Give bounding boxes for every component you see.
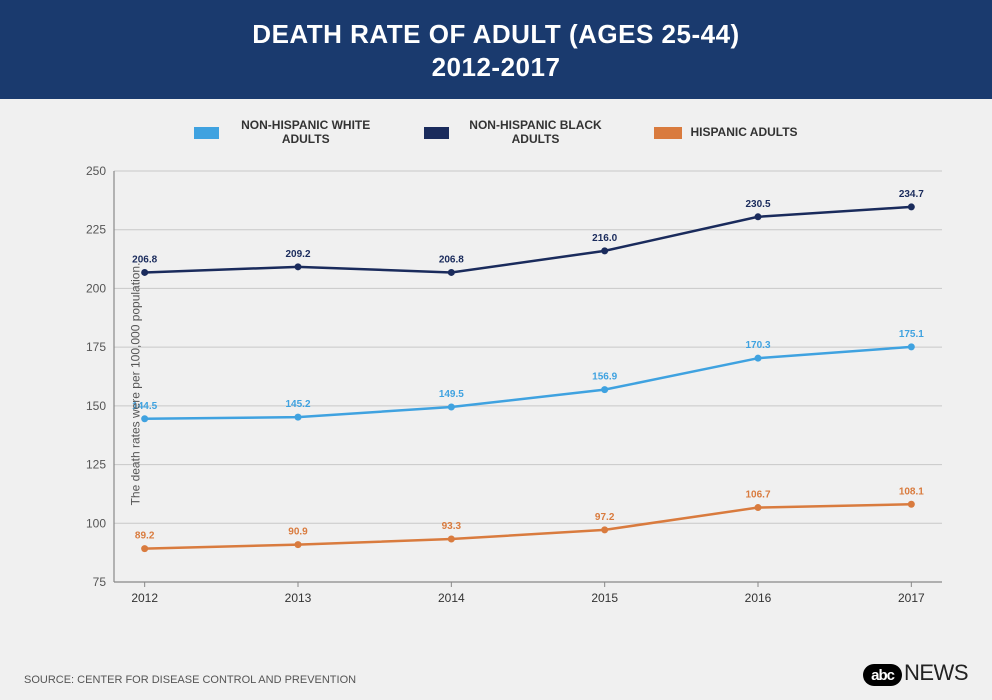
- svg-text:145.2: 145.2: [285, 399, 310, 410]
- svg-text:2012: 2012: [131, 591, 158, 605]
- svg-text:93.3: 93.3: [442, 521, 462, 532]
- logo-news: NEWS: [904, 660, 968, 686]
- svg-text:150: 150: [86, 398, 106, 412]
- svg-text:125: 125: [86, 457, 106, 471]
- legend-label: HISPANIC ADULTS: [690, 126, 797, 140]
- svg-text:156.9: 156.9: [592, 371, 617, 382]
- svg-text:175.1: 175.1: [899, 329, 924, 340]
- line-chart-svg: 75 100 125 150 175 200 225 250 2012 2013 2014 2015 2…: [70, 157, 962, 612]
- legend-label: NON-HISPANIC WHITE ADULTS: [227, 119, 384, 147]
- title-line2: 2012-2017: [10, 51, 982, 84]
- svg-text:250: 250: [86, 164, 106, 178]
- svg-text:90.9: 90.9: [288, 526, 308, 537]
- legend: NON-HISPANIC WHITE ADULTS NON-HISPANIC B…: [0, 99, 992, 157]
- legend-item-white: NON-HISPANIC WHITE ADULTS: [194, 119, 384, 147]
- svg-text:108.1: 108.1: [899, 486, 924, 497]
- chart-title-banner: DEATH RATE OF ADULT (AGES 25-44) 2012-20…: [0, 0, 992, 99]
- svg-text:175: 175: [86, 340, 106, 354]
- legend-item-hispanic: HISPANIC ADULTS: [654, 119, 797, 147]
- svg-text:149.5: 149.5: [439, 389, 464, 400]
- svg-text:200: 200: [86, 281, 106, 295]
- svg-text:97.2: 97.2: [595, 511, 615, 522]
- svg-text:75: 75: [93, 575, 107, 589]
- legend-label: NON-HISPANIC BLACK ADULTS: [457, 119, 615, 147]
- svg-text:2015: 2015: [591, 591, 618, 605]
- abc-news-logo: abc NEWS: [863, 660, 968, 686]
- chart-area: The death rates were per 100,000 populat…: [70, 157, 962, 612]
- svg-text:2016: 2016: [745, 591, 772, 605]
- svg-text:106.7: 106.7: [745, 489, 770, 500]
- svg-text:209.2: 209.2: [285, 248, 310, 259]
- svg-text:2014: 2014: [438, 591, 465, 605]
- legend-swatch: [424, 127, 448, 139]
- svg-text:2017: 2017: [898, 591, 925, 605]
- svg-text:216.0: 216.0: [592, 232, 617, 243]
- logo-abc: abc: [863, 664, 902, 686]
- source-text: SOURCE: CENTER FOR DISEASE CONTROL AND P…: [24, 674, 356, 686]
- title-line1: DEATH RATE OF ADULT (AGES 25-44): [10, 18, 982, 51]
- legend-swatch: [194, 127, 219, 139]
- legend-item-black: NON-HISPANIC BLACK ADULTS: [424, 119, 614, 147]
- svg-text:225: 225: [86, 222, 106, 236]
- svg-text:2013: 2013: [285, 591, 312, 605]
- svg-text:206.8: 206.8: [439, 254, 464, 265]
- legend-swatch: [654, 127, 682, 139]
- y-axis-label: The death rates were per 100,000 populat…: [128, 263, 142, 506]
- svg-text:100: 100: [86, 516, 106, 530]
- svg-text:170.3: 170.3: [745, 340, 770, 351]
- svg-text:234.7: 234.7: [899, 189, 924, 200]
- svg-text:230.5: 230.5: [745, 198, 770, 209]
- svg-text:89.2: 89.2: [135, 530, 155, 541]
- footer: SOURCE: CENTER FOR DISEASE CONTROL AND P…: [24, 660, 968, 686]
